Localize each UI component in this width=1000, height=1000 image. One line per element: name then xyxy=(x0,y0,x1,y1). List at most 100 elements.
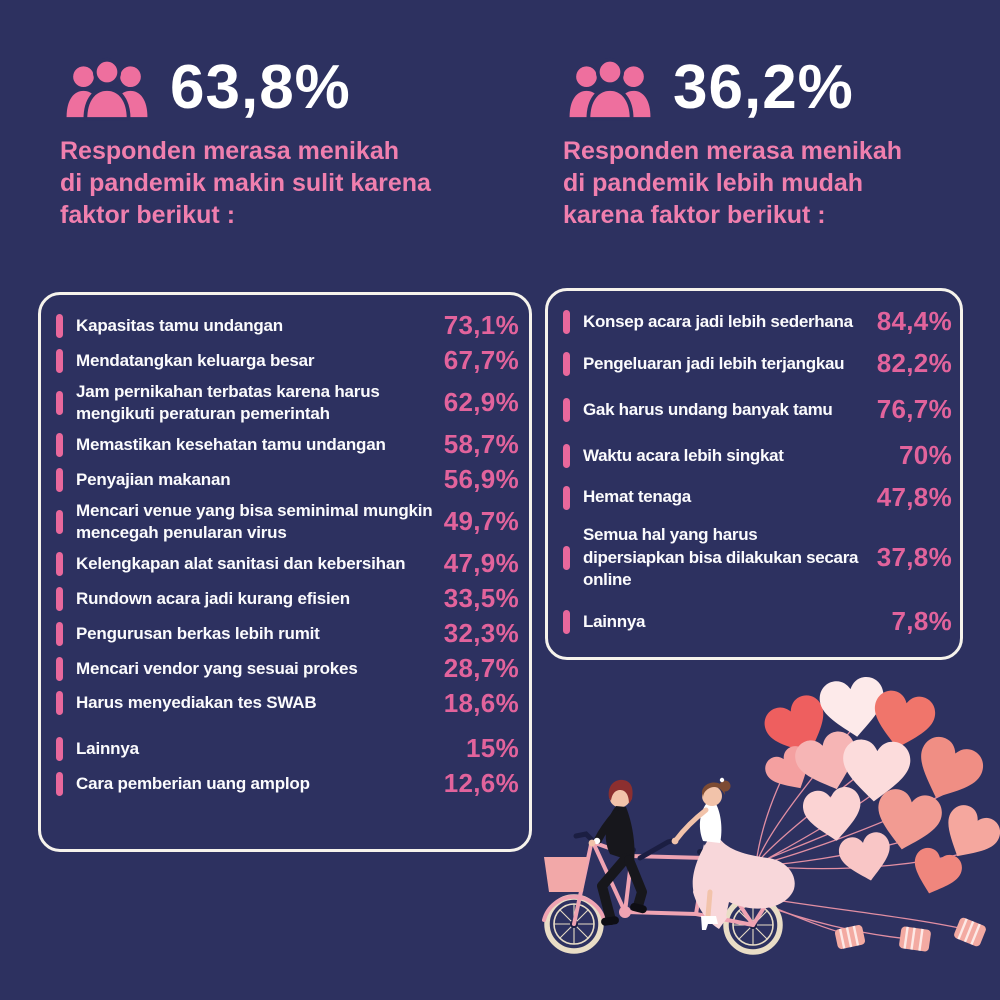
factor-value: 73,1% xyxy=(443,310,519,340)
heart-balloons xyxy=(759,674,1000,901)
section-subtitle: Responden merasa menikah di pandemik mak… xyxy=(60,135,520,231)
factor-label: Hemat tenaga xyxy=(583,487,691,507)
factor-label: Pengurusan berkas lebih rumit xyxy=(76,623,320,643)
section-subtitle: Responden merasa menikah di pandemik leb… xyxy=(563,135,993,231)
factor-row: Cara pemberian uang amplop 12,6% xyxy=(53,768,519,799)
factor-label: Rundown acara jadi kurang efisien xyxy=(76,588,350,608)
factor-value: 56,9% xyxy=(443,463,519,494)
harder-section-header: 63,8% Responden merasa menikah di pandem… xyxy=(60,52,520,231)
factor-row: Kapasitas tamu undangan 73,1% xyxy=(53,310,519,341)
bride xyxy=(671,777,795,930)
factor-value: 33,5% xyxy=(443,582,519,613)
factor-row: Hemat tenaga 47,8% xyxy=(560,481,952,513)
factor-label: Kelengkapan alat sanitasi dan kebersihan xyxy=(76,553,406,573)
bullet-marker-icon xyxy=(563,397,570,422)
subtitle-line: di pandemik makin sulit karena xyxy=(60,169,431,197)
easier-factors-card: Konsep acara jadi lebih sederhana 84,4% … xyxy=(545,288,963,660)
factor-value: 58,7% xyxy=(443,428,519,459)
factor-row: Harus menyediakan tes SWAB 18,6% xyxy=(53,687,519,719)
factor-label: Mendatangkan keluarga besar xyxy=(76,350,315,370)
factor-row: Lainnya 7,8% xyxy=(560,605,952,637)
bullet-marker-icon xyxy=(563,545,570,570)
bullet-marker-icon xyxy=(56,313,63,338)
factor-label: Gak harus undang banyak tamu xyxy=(583,399,833,419)
bullet-marker-icon xyxy=(563,609,570,634)
factor-value: 49,7% xyxy=(443,505,519,536)
factor-row: Mendatangkan keluarga besar 67,7% xyxy=(53,344,519,376)
factor-value: 28,7% xyxy=(443,652,519,683)
factor-value: 70% xyxy=(899,439,952,470)
bullet-marker-icon xyxy=(56,586,63,611)
factor-row: Memastikan kesehatan tamu undangan 58,7% xyxy=(53,428,519,460)
factor-label: Harus menyediakan tes SWAB xyxy=(76,693,317,713)
factor-label: Jam pernikahan terbatas karena harus men… xyxy=(76,381,380,423)
bullet-marker-icon xyxy=(563,485,570,510)
bullet-marker-icon xyxy=(56,432,63,457)
factor-row: Pengurusan berkas lebih rumit 32,3% xyxy=(53,617,519,649)
bullet-marker-icon xyxy=(56,390,63,415)
subtitle-line: di pandemik lebih mudah xyxy=(563,169,864,197)
tandem-bicycle xyxy=(542,831,783,955)
bullet-marker-icon xyxy=(563,309,570,334)
factor-label: Semua hal yang harus dipersiapkan bisa d… xyxy=(583,525,859,589)
factor-value: 7,8% xyxy=(891,605,952,636)
factor-row: Konsep acara jadi lebih sederhana 84,4% xyxy=(560,306,952,337)
bullet-marker-icon xyxy=(56,467,63,492)
factor-row: Mencari vendor yang sesuai prokes 28,7% xyxy=(53,652,519,684)
factor-value: 47,9% xyxy=(443,547,519,578)
factor-label: Memastikan kesehatan tamu undangan xyxy=(76,434,386,454)
factor-value: 32,3% xyxy=(443,617,519,648)
factor-value: 82,2% xyxy=(876,347,952,378)
bullet-marker-icon xyxy=(56,691,63,716)
factor-label: Lainnya xyxy=(583,611,646,631)
groom xyxy=(588,779,647,926)
factor-label: Lainnya xyxy=(76,739,139,759)
easier-section-header: 36,2% Responden merasa menikah di pandem… xyxy=(563,52,993,231)
factor-label: Mencari venue yang bisa seminimal mungki… xyxy=(76,500,433,542)
factor-row: Mencari venue yang bisa seminimal mungki… xyxy=(53,500,519,544)
factor-value: 12,6% xyxy=(443,768,519,799)
subtitle-line: faktor berikut : xyxy=(60,201,236,229)
bullet-marker-icon xyxy=(563,443,570,468)
subtitle-line: Responden merasa menikah xyxy=(563,137,903,165)
factor-row: Jam pernikahan terbatas karena harus men… xyxy=(53,381,519,425)
bullet-marker-icon xyxy=(56,551,63,576)
factor-label: Kapasitas tamu undangan xyxy=(76,315,283,335)
factor-row: Penyajian makanan 56,9% xyxy=(53,463,519,495)
people-group-icon xyxy=(60,55,154,121)
bullet-marker-icon xyxy=(56,656,63,681)
bullet-marker-icon xyxy=(56,509,63,534)
factor-value: 67,7% xyxy=(443,344,519,375)
factor-value: 76,7% xyxy=(876,393,952,424)
headline-percentage: 36,2% xyxy=(673,53,854,122)
difficult-factors-card: Kapasitas tamu undangan 73,1% Mendatangk… xyxy=(38,292,532,852)
factor-row: Waktu acara lebih singkat 70% xyxy=(560,439,952,471)
factor-row: Lainnya 15% xyxy=(53,733,519,764)
people-group-icon xyxy=(563,55,657,121)
factor-row: Kelengkapan alat sanitasi dan kebersihan… xyxy=(53,547,519,579)
bullet-marker-icon xyxy=(56,772,63,797)
factor-row: Gak harus undang banyak tamu 76,7% xyxy=(560,393,952,425)
factor-row: Rundown acara jadi kurang efisien 33,5% xyxy=(53,582,519,614)
front-basket xyxy=(544,857,588,892)
factor-row: Semua hal yang harus dipersiapkan bisa d… xyxy=(560,524,952,590)
tin-cans xyxy=(834,917,986,952)
bullet-marker-icon xyxy=(56,621,63,646)
factor-value: 18,6% xyxy=(443,687,519,718)
wedding-couple-tandem-bicycle-illustration xyxy=(528,652,1000,1000)
bullet-marker-icon xyxy=(563,351,570,376)
factor-value: 15% xyxy=(466,733,519,764)
factor-label: Waktu acara lebih singkat xyxy=(583,445,784,465)
factor-label: Mencari vendor yang sesuai prokes xyxy=(76,658,358,678)
factor-value: 47,8% xyxy=(876,481,952,512)
factor-label: Pengeluaran jadi lebih terjangkau xyxy=(583,353,845,373)
factor-value: 62,9% xyxy=(443,386,519,417)
factor-label: Penyajian makanan xyxy=(76,469,231,489)
factor-label: Konsep acara jadi lebih sederhana xyxy=(583,311,853,331)
bullet-marker-icon xyxy=(56,737,63,762)
factor-value: 37,8% xyxy=(876,541,952,572)
subtitle-line: Responden merasa menikah xyxy=(60,137,400,165)
factor-label: Cara pemberian uang amplop xyxy=(76,774,310,794)
subtitle-line: karena faktor berikut : xyxy=(563,201,826,229)
